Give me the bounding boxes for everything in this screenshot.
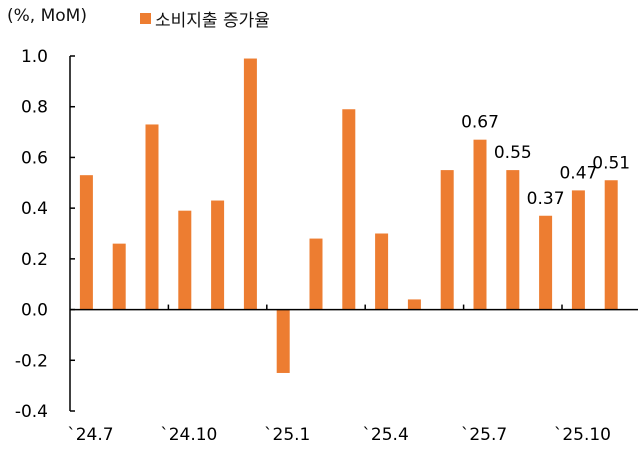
x-tick-label: `25.10 — [554, 425, 611, 445]
bar-`24.7 — [79, 175, 93, 310]
bar-`25.8 — [506, 170, 520, 310]
bar-`24.12 — [243, 58, 257, 310]
bar-`24.11 — [211, 200, 225, 310]
y-tick-label: 0.6 — [21, 148, 48, 168]
bar-`25.6 — [440, 170, 454, 310]
x-tick-label: `24.7 — [67, 425, 113, 445]
legend-swatch — [140, 13, 151, 24]
x-tick-label: `25.1 — [264, 425, 310, 445]
x-tick-label: `24.10 — [160, 425, 217, 445]
y-tick-label: 0.0 — [21, 301, 48, 321]
bar-`25.10 — [571, 190, 585, 310]
unit-label: (%, MoM) — [7, 6, 87, 26]
bar-`24.10 — [178, 210, 192, 310]
y-tick-label: 1.0 — [21, 47, 48, 67]
bar-`25.11 — [604, 180, 618, 310]
data-label: 0.55 — [494, 143, 532, 163]
x-tick-label: `25.4 — [362, 425, 408, 445]
legend-label: 소비지출 증가율 — [155, 11, 270, 31]
y-tick-label: -0.2 — [15, 351, 48, 371]
data-label: 0.37 — [527, 189, 565, 209]
bar-`25.5 — [407, 299, 421, 310]
bar-`25.3 — [342, 109, 356, 310]
data-label: 0.47 — [559, 163, 597, 183]
bar-`24.9 — [145, 124, 159, 310]
y-tick-label: 0.8 — [21, 98, 48, 118]
bar-`25.4 — [375, 233, 389, 310]
data-label: 0.67 — [461, 113, 499, 133]
bar-`25.7 — [473, 139, 487, 310]
x-tick-label: `25.7 — [461, 425, 507, 445]
bar-`25.1 — [276, 309, 290, 373]
y-tick-label: 0.4 — [21, 199, 48, 219]
bar-`24.8 — [112, 243, 126, 310]
bar-`25.2 — [309, 238, 323, 310]
y-tick-label: 0.2 — [21, 250, 48, 270]
bar-`25.9 — [539, 215, 553, 310]
y-tick-label: -0.4 — [15, 402, 48, 422]
data-label: 0.51 — [592, 153, 630, 173]
legend: 소비지출 증가율 — [140, 6, 270, 31]
